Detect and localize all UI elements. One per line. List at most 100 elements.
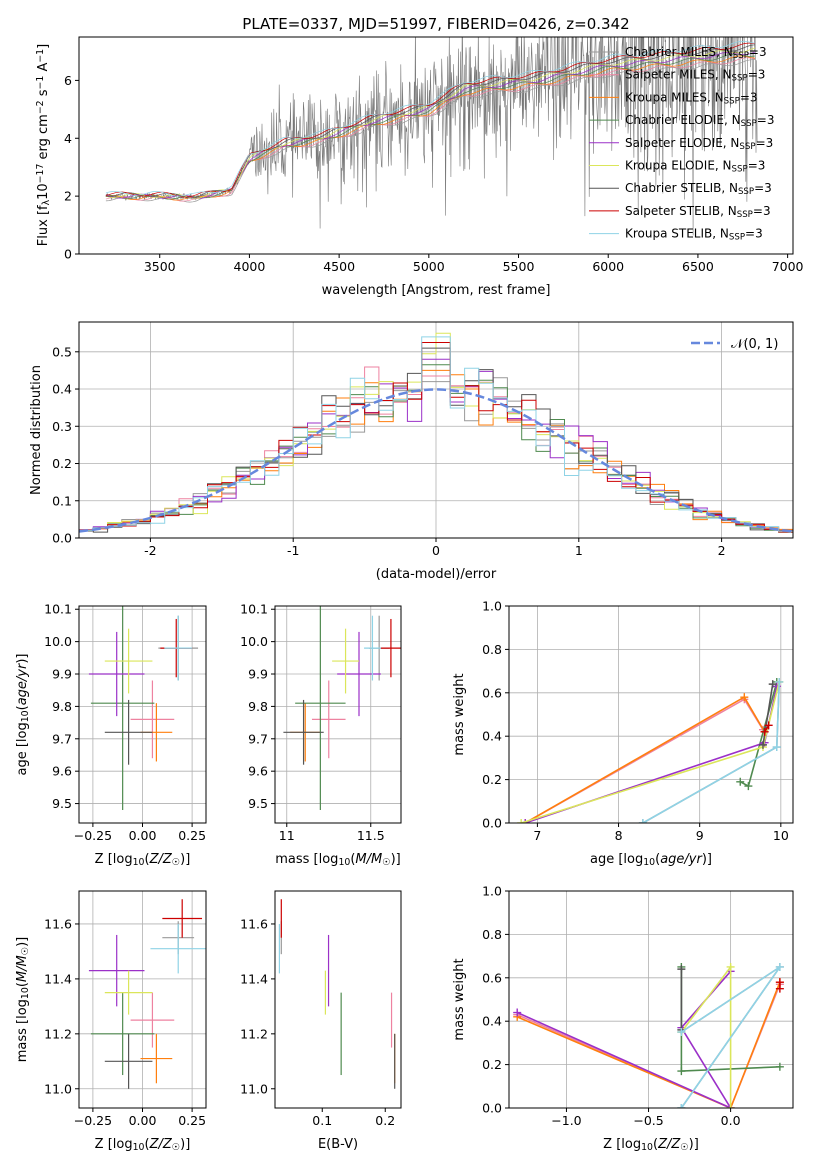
point-marker [726,1104,735,1108]
x-tick-label: 5500 [503,259,535,274]
x-tick-label: 0.00 [129,828,157,843]
data-point-salpeter-elodie [88,631,145,717]
data-point-chabrier-elodie [90,606,155,811]
data-point-salpeter-miles [130,992,175,1048]
plot-area [517,677,784,823]
x-tick-label: 6500 [682,259,714,274]
y-tick-label: 0.8 [482,642,502,657]
series-line [642,681,780,823]
y-tick-label: 0.8 [482,927,502,942]
data-point-chabrier-stelib [283,699,324,765]
point-marker [521,819,530,823]
age-vs-mass-panel: 11 11.5 9.5 9.6 9.7 9.8 9.9 10.0 10.1 mass [log10… [240,602,402,868]
y-tick-label: 0.3 [52,419,72,434]
data-point-kroupa-stelib [164,615,193,681]
legend: 𝒩(0, 1) [691,337,778,352]
x-tick-label: −0.25 [74,1113,112,1128]
point-marker [760,727,769,736]
model-line-salpeter-stelib [105,42,756,198]
x-tick-label: −1.0 [551,1113,581,1128]
x-tick-label: 0 [432,543,440,558]
x-tick-label: 4500 [323,259,355,274]
y-tick-label: 0.6 [482,685,502,700]
x-tick-label: 3500 [144,259,176,274]
x-tick-label: 0.25 [178,1113,206,1128]
legend-entry-kroupa-stelib: Kroupa STELIB, NSSP=3 [625,227,763,243]
legend-entry-salpeter-elodie: Salpeter ELODIE, NSSP=3 [625,136,773,152]
y-tick-label: 0.5 [52,344,72,359]
series-salpeter-elodie [513,967,735,1108]
model-line-kroupa-stelib [105,40,756,197]
data-point-salpeter-elodie [337,631,381,717]
y-tick-label: 11.6 [240,916,268,931]
axes-frame [78,605,207,824]
data-point-salpeter-elodie [88,934,145,1007]
x-tick-label: 0.00 [129,1113,157,1128]
x-tick-label: 7 [533,828,541,843]
series-salpeter-miles [521,695,767,823]
y-tick-label: 9.9 [248,667,268,682]
point-marker [513,1008,522,1017]
y-tick-label: 0.2 [52,456,72,471]
legend-entry-chabrier-miles: Chabrier MILES, NSSP=3 [625,45,767,61]
x-axis-label: Z [log10(Z/Z☉)] [95,852,191,868]
y-tick-label: 1.0 [482,599,502,614]
point-marker [768,680,777,689]
data-point-chabrier-elodie [90,992,155,1076]
y-tick-label: 11.4 [44,971,72,986]
x-axis-label: Z [log10(Z/Z☉)] [603,1137,699,1153]
y-axis-label: age [log10(age/yr)] [15,653,31,775]
legend-entry-salpeter-stelib: Salpeter STELIB, NSSP=3 [625,204,771,220]
point-marker [775,962,784,971]
data-point-chabrier-stelib [104,699,153,765]
data-point-kroupa-stelib [364,615,381,681]
point-marker [775,1062,784,1071]
series-kroupa-stelib [638,677,784,823]
x-tick-label: 2 [718,543,726,558]
axes-frame [78,890,207,1109]
x-axis-label: (data-model)/error [376,567,497,582]
x-tick-label: 8 [615,828,623,843]
plot-area [88,606,199,811]
histogram-chabrier-stelib [79,347,793,533]
y-axis-label: Flux [fλ10−17 erg cm−2 s−1 A−1] [35,44,52,246]
massweight-vs-age-panel: 7 8 9 10 0.0 0.2 0.4 0.6 0.8 1.0 age [log10(age/yr… [452,599,794,868]
x-axis-label: age [log10(age/yr)] [590,852,712,868]
x-tick-label: 0.2 [375,1113,395,1128]
model-line-chabrier-elodie [105,53,756,200]
y-tick-label: 9.7 [52,731,72,746]
series-line [524,696,766,823]
point-marker [726,962,735,971]
plot-area [278,899,396,1089]
y-tick-label: 1.0 [482,884,502,899]
y-tick-label: 9.7 [248,731,268,746]
series-line [524,698,764,823]
point-marker [677,1104,686,1108]
histogram-chabrier-elodie [79,364,793,533]
age-vs-Z-panel: −0.25 0.00 0.25 9.5 9.6 9.7 9.8 9.9 10.0 10.1 Z [l… [15,602,207,868]
x-tick-label: 0.1 [312,1113,332,1128]
x-tick-label: -1 [287,543,299,558]
y-tick-label: 4 [64,131,72,146]
y-tick-label: 9.6 [52,764,72,779]
axes-frame [508,890,794,1109]
axes-frame [508,605,794,824]
x-tick-label: 6000 [592,259,624,274]
y-tick-label: 11.0 [44,1081,72,1096]
model-line-salpeter-elodie [105,51,756,199]
plot-area [105,37,758,236]
data-point-kroupa-elodie [104,970,153,1015]
axes-frame [78,321,794,539]
y-axis-label: Normed distribution [29,365,44,495]
y-tick-label: 0.0 [52,531,72,546]
y-tick-label: 11.6 [44,916,72,931]
point-marker [775,677,784,686]
normal-curve [79,388,793,533]
point-marker [736,777,745,786]
histogram-kroupa-miles [79,369,793,532]
legend: Chabrier MILES, NSSP=3 Salpeter MILES, NS… [589,45,774,243]
y-tick-label: 10.1 [240,602,268,617]
x-tick-label: −0.25 [74,828,112,843]
spectrum-panel: 3500 4000 4500 5000 5500 6000 6500 7000 0 2 4 6 wave… [35,36,804,298]
y-tick-label: 0.4 [52,382,72,397]
